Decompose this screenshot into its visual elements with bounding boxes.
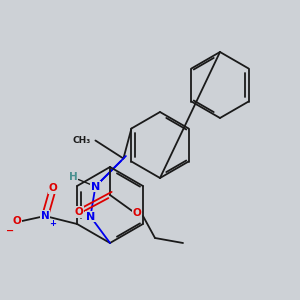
Text: N: N — [91, 182, 100, 191]
Text: O: O — [13, 216, 22, 226]
Text: N: N — [41, 211, 50, 221]
Text: O: O — [49, 183, 58, 193]
Text: −: − — [6, 226, 14, 236]
Text: O: O — [133, 208, 141, 218]
Text: O: O — [75, 207, 83, 217]
Text: CH₃: CH₃ — [72, 136, 90, 145]
Text: N: N — [86, 212, 95, 221]
Text: +: + — [50, 218, 57, 227]
Text: H: H — [69, 172, 78, 182]
